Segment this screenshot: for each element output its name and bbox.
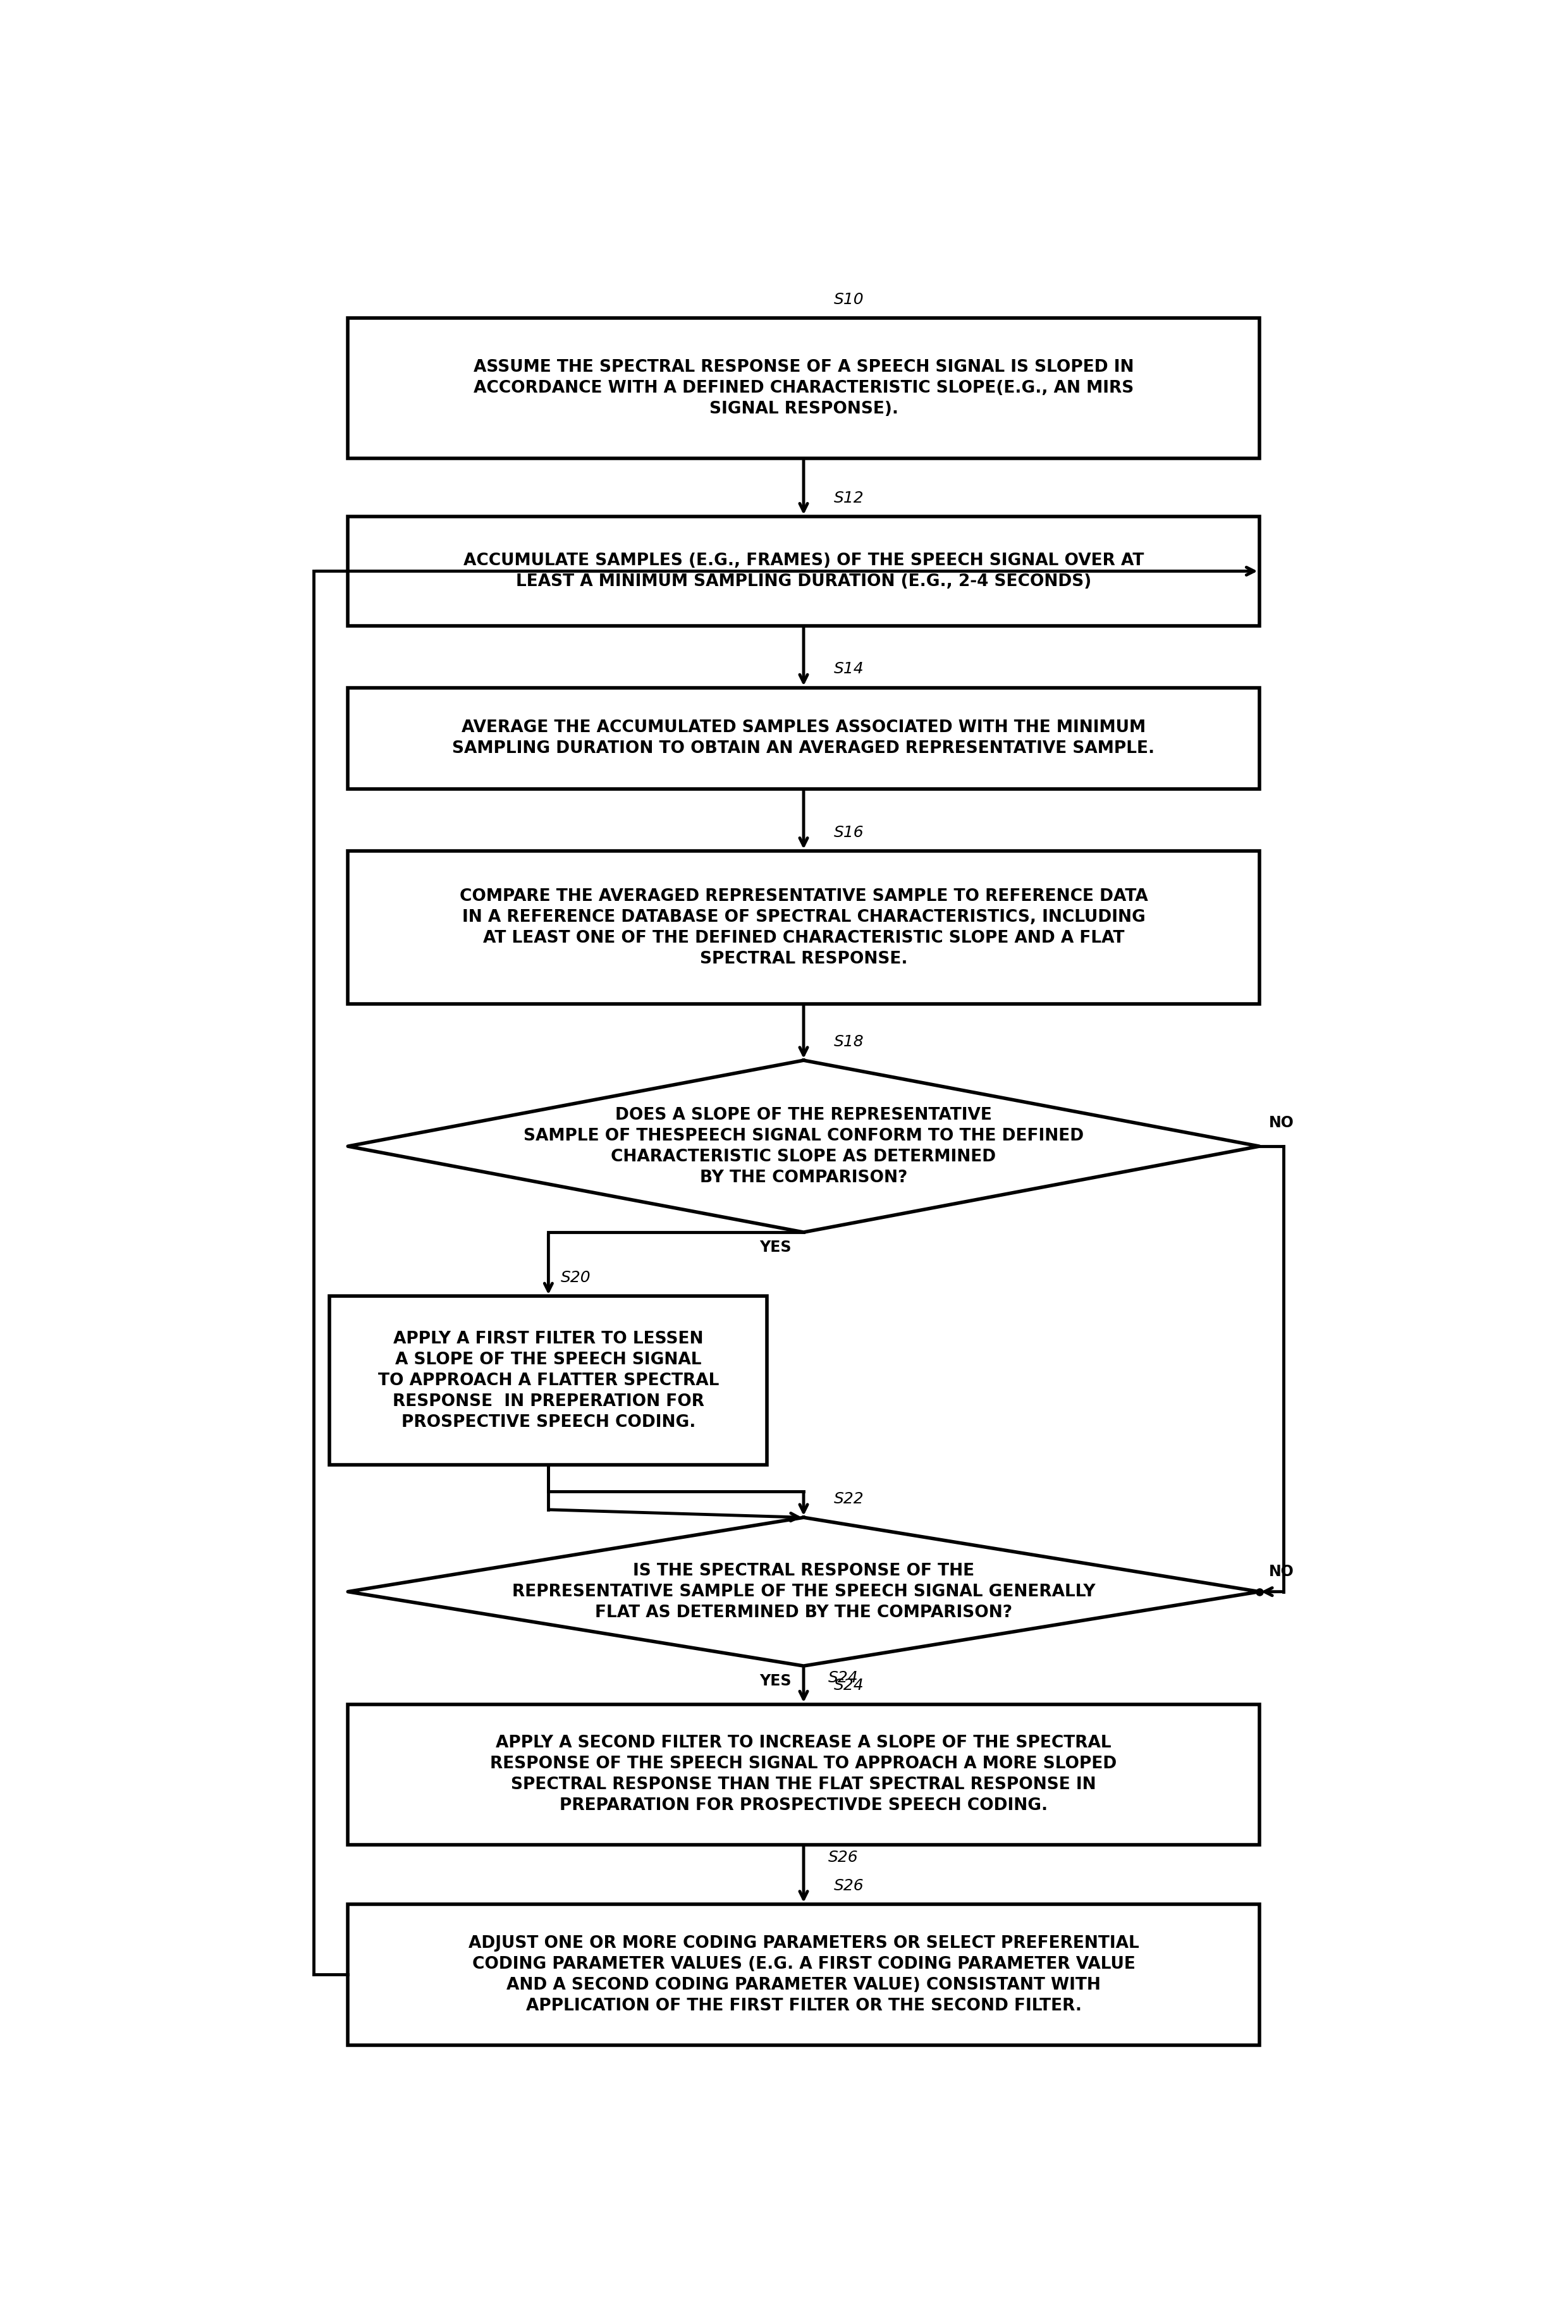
Text: S12: S12 <box>834 490 864 507</box>
Text: AVERAGE THE ACCUMULATED SAMPLES ASSOCIATED WITH THE MINIMUM
SAMPLING DURATION TO: AVERAGE THE ACCUMULATED SAMPLES ASSOCIAT… <box>452 720 1156 758</box>
Text: IS THE SPECTRAL RESPONSE OF THE
REPRESENTATIVE SAMPLE OF THE SPEECH SIGNAL GENER: IS THE SPECTRAL RESPONSE OF THE REPRESEN… <box>511 1562 1096 1620</box>
Text: YES: YES <box>759 1241 792 1255</box>
Text: S26: S26 <box>828 1850 858 1864</box>
Text: S20: S20 <box>561 1271 591 1285</box>
FancyBboxPatch shape <box>348 851 1259 1004</box>
Polygon shape <box>348 1060 1259 1232</box>
FancyBboxPatch shape <box>329 1297 767 1464</box>
FancyBboxPatch shape <box>348 516 1259 625</box>
Text: ADJUST ONE OR MORE CODING PARAMETERS OR SELECT PREFERENTIAL
CODING PARAMETER VAL: ADJUST ONE OR MORE CODING PARAMETERS OR … <box>469 1936 1138 2015</box>
Text: S18: S18 <box>834 1034 864 1050</box>
FancyBboxPatch shape <box>348 318 1259 458</box>
Text: ACCUMULATE SAMPLES (E.G., FRAMES) OF THE SPEECH SIGNAL OVER AT
LEAST A MINIMUM S: ACCUMULATE SAMPLES (E.G., FRAMES) OF THE… <box>463 553 1145 590</box>
Text: YES: YES <box>759 1673 792 1690</box>
Text: S24: S24 <box>834 1678 864 1694</box>
Text: S10: S10 <box>834 293 864 307</box>
Text: ASSUME THE SPECTRAL RESPONSE OF A SPEECH SIGNAL IS SLOPED IN
ACCORDANCE WITH A D: ASSUME THE SPECTRAL RESPONSE OF A SPEECH… <box>474 360 1134 418</box>
Text: S26: S26 <box>834 1878 864 1894</box>
Text: NO: NO <box>1269 1116 1294 1132</box>
FancyBboxPatch shape <box>348 688 1259 790</box>
Polygon shape <box>348 1518 1259 1666</box>
FancyBboxPatch shape <box>348 1703 1259 1845</box>
Text: COMPARE THE AVERAGED REPRESENTATIVE SAMPLE TO REFERENCE DATA
IN A REFERENCE DATA: COMPARE THE AVERAGED REPRESENTATIVE SAMP… <box>459 888 1148 967</box>
Text: APPLY A FIRST FILTER TO LESSEN
A SLOPE OF THE SPEECH SIGNAL
TO APPROACH A FLATTE: APPLY A FIRST FILTER TO LESSEN A SLOPE O… <box>378 1332 718 1432</box>
FancyBboxPatch shape <box>348 1903 1259 2045</box>
Text: S16: S16 <box>834 825 864 839</box>
Text: S22: S22 <box>834 1492 864 1506</box>
Text: NO: NO <box>1269 1564 1294 1580</box>
Text: S14: S14 <box>834 662 864 676</box>
Text: DOES A SLOPE OF THE REPRESENTATIVE
SAMPLE OF THESPEECH SIGNAL CONFORM TO THE DEF: DOES A SLOPE OF THE REPRESENTATIVE SAMPL… <box>524 1106 1083 1185</box>
Text: S24: S24 <box>828 1671 858 1685</box>
Text: APPLY A SECOND FILTER TO INCREASE A SLOPE OF THE SPECTRAL
RESPONSE OF THE SPEECH: APPLY A SECOND FILTER TO INCREASE A SLOP… <box>491 1736 1116 1815</box>
